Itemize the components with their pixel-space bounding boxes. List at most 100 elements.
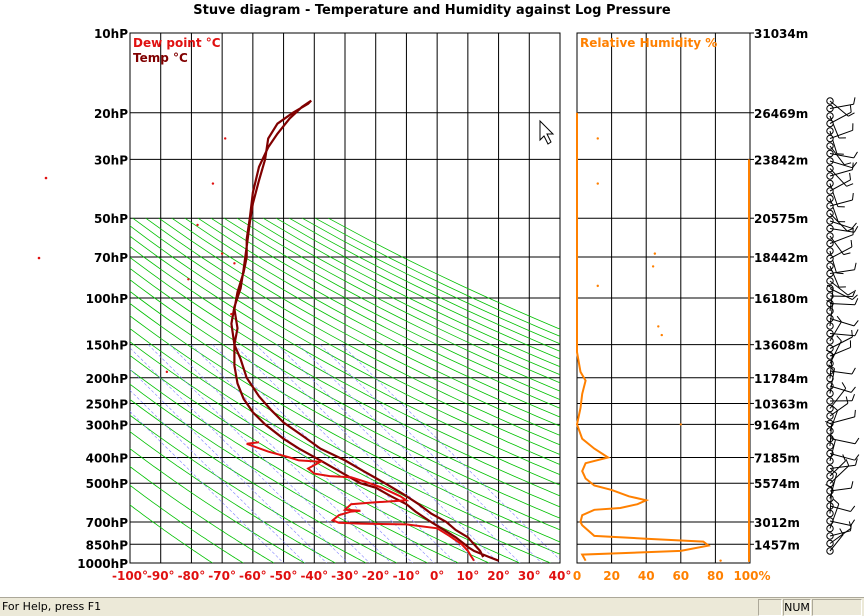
- wind-barb-shaft: [830, 337, 852, 349]
- wind-barb-feather: [844, 253, 851, 255]
- rh-dot: [597, 285, 599, 287]
- temp-tick-label: 10°: [457, 569, 480, 583]
- wind-barb-feather: [852, 394, 854, 401]
- height-tick-label: 31034m: [754, 27, 808, 41]
- wind-barb-feather: [846, 397, 848, 404]
- dry-adiabat-line: [29, 218, 612, 563]
- dry-adiabat-line: [107, 218, 796, 563]
- wind-barb-feather: [852, 330, 853, 337]
- dry-adiabat-line: [0, 218, 335, 563]
- wind-barb-feather: [837, 154, 844, 155]
- wind-barb-shaft: [830, 465, 856, 468]
- dry-adiabat-line: [276, 218, 864, 563]
- wind-barb-feather: [853, 290, 856, 297]
- wind-barb-shaft: [830, 454, 855, 461]
- axis-labels: 10hP20hP30hP50hP70hP100hP150hP200hP250hP…: [77, 27, 808, 583]
- height-tick-label: 18442m: [754, 251, 808, 265]
- rh-dot: [597, 182, 599, 184]
- dry-adiabat-line: [68, 218, 704, 563]
- rh-dot: [654, 252, 656, 254]
- wind-barb-feather: [847, 184, 854, 187]
- pressure-tick-label: 20hP: [94, 107, 128, 121]
- temp-tick-label: -50°: [270, 569, 298, 583]
- temp-tick-label: -40°: [300, 569, 328, 583]
- wind-barb-feather: [837, 336, 842, 341]
- wind-barb-feather: [837, 273, 844, 274]
- wind-barb-feather: [851, 506, 855, 512]
- stuve-diagram: 10hP20hP30hP50hP70hP100hP150hP200hP250hP…: [0, 0, 864, 597]
- dry-adiabat-line: [120, 218, 827, 563]
- dry-adiabat-line: [185, 218, 864, 563]
- height-tick-label: 23842m: [754, 153, 808, 167]
- rh-line: [577, 113, 709, 561]
- legend-temp: Temp °C: [133, 51, 188, 65]
- pressure-tick-label: 100hP: [86, 292, 129, 306]
- dry-adiabat-line: [146, 218, 864, 563]
- temp-tick-label: -60°: [239, 569, 267, 583]
- rh-layer: [577, 113, 749, 562]
- temp-tick-label: -10°: [393, 569, 421, 583]
- height-tick-label: 1457m: [754, 538, 800, 552]
- dewpoint-dot: [45, 177, 48, 180]
- pressure-tick-label: 70hP: [94, 251, 128, 265]
- wind-barb-shaft: [830, 296, 853, 297]
- dry-adiabat-line: [237, 218, 864, 563]
- pressure-tick-label: 10hP: [94, 27, 128, 41]
- wind-barb-shaft: [830, 386, 851, 392]
- pressure-tick-label: 700hP: [86, 516, 129, 530]
- wind-barb-feather: [851, 387, 855, 393]
- mouse-cursor-icon: [540, 121, 553, 144]
- dry-adiabat-line: [0, 218, 274, 563]
- rh-dot: [652, 265, 654, 267]
- wind-barbs: [825, 97, 859, 554]
- rh-dot: [597, 137, 599, 139]
- wind-barb-shaft: [830, 304, 855, 305]
- dewpoint-dot: [196, 224, 198, 226]
- wind-barb-shaft: [830, 531, 851, 536]
- height-tick-label: 11784m: [754, 372, 808, 386]
- wind-barb-feather: [854, 226, 858, 232]
- legend-dewpoint: Dew point °C: [133, 36, 221, 50]
- wind-barb-shaft: [830, 161, 853, 168]
- wind-barb-feather: [853, 163, 854, 170]
- dry-adiabat-line: [211, 218, 864, 563]
- status-bar: For Help, press F1 NUM: [0, 597, 864, 616]
- rh-tick-label: 40: [638, 569, 655, 583]
- height-tick-label: 26469m: [754, 107, 808, 121]
- rh-tick-label: 80: [707, 569, 724, 583]
- wind-barb-feather: [842, 382, 846, 388]
- pressure-tick-label: 400hP: [86, 452, 129, 466]
- dewpoint-dot: [233, 262, 235, 264]
- wind-barb-feather: [851, 240, 852, 247]
- pressure-tick-label: 500hP: [86, 477, 129, 491]
- wind-barb-feather: [853, 193, 854, 200]
- wind-barb-shaft: [830, 521, 851, 526]
- temp-tick-label: -100°: [112, 569, 148, 583]
- temp-tick-label: -30°: [331, 569, 359, 583]
- temp-tick-label: -20°: [362, 569, 390, 583]
- wind-barb-feather: [850, 173, 851, 180]
- wind-barb-feather: [852, 223, 857, 228]
- dry-adiabat-line: [0, 218, 427, 563]
- wind-barb-shaft: [830, 270, 855, 274]
- wind-barb-shaft: [830, 319, 854, 326]
- status-panel-blank: [758, 599, 782, 616]
- dewpoint-dot: [166, 371, 168, 373]
- dry-adiabat-line: [0, 218, 458, 563]
- status-panel-scrl: [812, 599, 862, 616]
- pressure-tick-label: 250hP: [86, 397, 129, 411]
- wind-barb-feather: [855, 263, 857, 270]
- wind-barb-feather: [855, 438, 859, 444]
- dry-adiabat-line: [159, 218, 864, 563]
- height-tick-label: 13608m: [754, 339, 808, 353]
- pressure-tick-label: 300hP: [86, 418, 129, 432]
- pressure-tick-label: 30hP: [94, 153, 128, 167]
- dewpoint-dot: [38, 257, 41, 260]
- temp-tick-label: 30°: [518, 569, 541, 583]
- rh-dot: [657, 325, 659, 327]
- rh-tick-label: 0: [573, 569, 581, 583]
- wind-barb-feather: [851, 481, 853, 488]
- dry-adiabat-line: [0, 218, 520, 563]
- temp-tick-label: -90°: [147, 569, 175, 583]
- rh-dot: [680, 423, 682, 425]
